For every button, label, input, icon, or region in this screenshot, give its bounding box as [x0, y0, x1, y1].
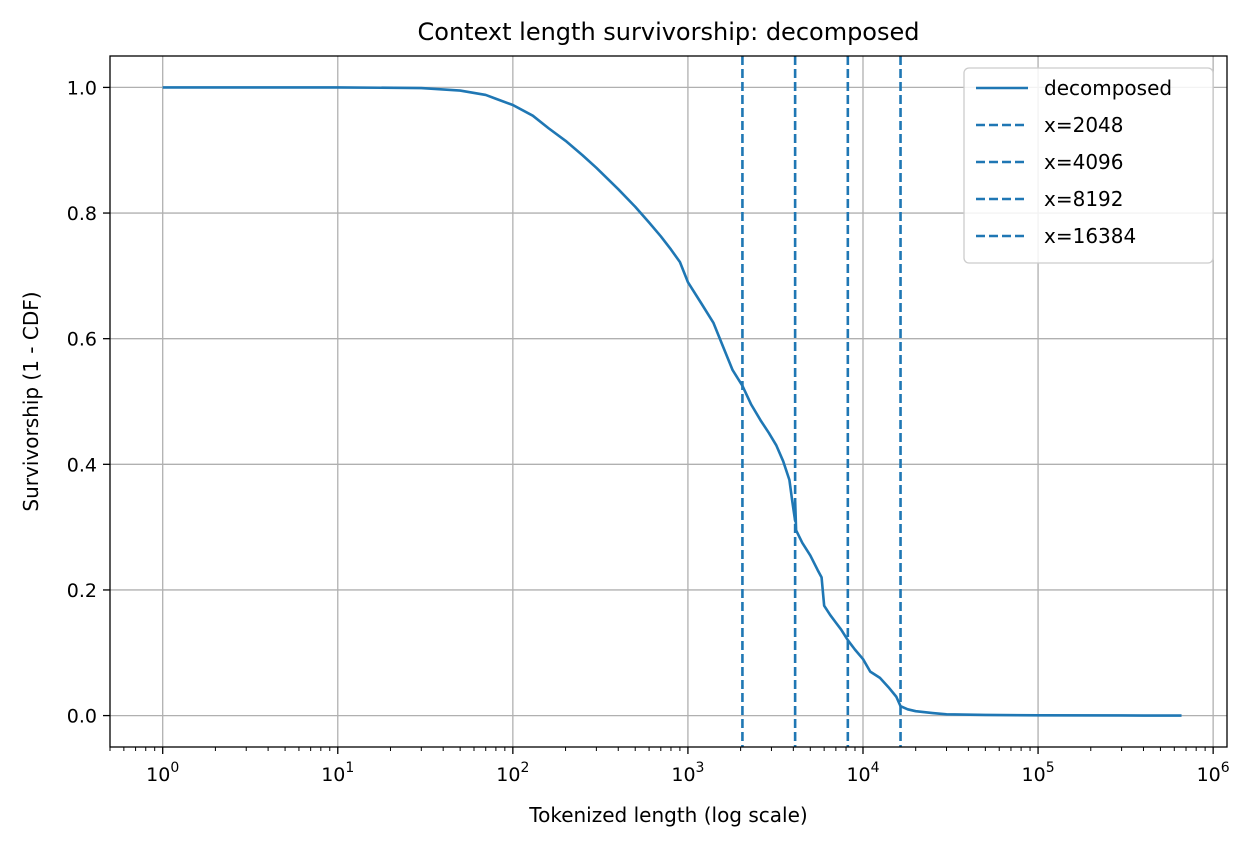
plot-frame: [109, 55, 1228, 748]
x-tick-label: 106: [1197, 760, 1230, 786]
legend-label: x=4096: [1044, 150, 1124, 174]
legend-box: [963, 67, 1214, 264]
x-tick-label: 100: [146, 760, 179, 786]
series-line-decomposed: [162, 86, 1182, 717]
series-layer: [162, 86, 1182, 717]
x-tick-label: 104: [846, 760, 879, 786]
reference-lines: [741, 56, 902, 747]
x-tick-label: 101: [321, 760, 354, 786]
y-tick-label: 1.0: [67, 77, 97, 99]
y-tick-label: 0.4: [67, 454, 97, 476]
y-tick-label: 0.8: [67, 203, 97, 225]
axis-ticks: 100 101 102 103 104 105 106 0.0 0.2 0.4 0.6 0.8 1.0: [67, 77, 1230, 786]
chart-title: Context length survivorship: decomposed: [418, 18, 920, 46]
y-tick-label: 0.2: [67, 580, 97, 602]
y-axis-label: Survivorship (1 - CDF): [19, 291, 43, 511]
legend-label: x=2048: [1044, 113, 1124, 137]
y-tick-label: 0.0: [67, 706, 97, 728]
x-tick-label: 105: [1022, 760, 1055, 786]
x-tick-label: 103: [671, 760, 704, 786]
x-tick-label: 102: [496, 760, 529, 786]
legend: decomposed x=2048 x=4096 x=8192 x=16384: [963, 67, 1214, 264]
legend-label: decomposed: [1044, 76, 1172, 100]
x-axis-label: Tokenized length (log scale): [528, 803, 807, 827]
legend-label: x=16384: [1044, 224, 1136, 248]
legend-label: x=8192: [1044, 187, 1124, 211]
y-tick-label: 0.6: [67, 329, 97, 351]
